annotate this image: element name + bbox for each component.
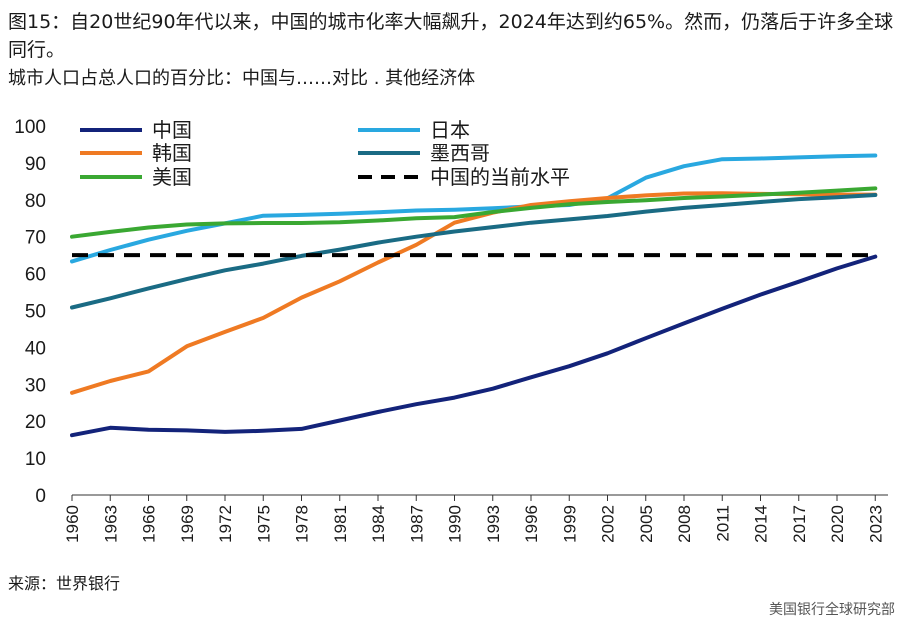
x-tick-label: 1987: [407, 505, 426, 543]
x-tick-label: 2020: [828, 505, 847, 543]
series-layer: [70, 153, 878, 438]
legend-label: 中国的当前水平: [430, 165, 570, 189]
y-tick-label: 20: [25, 412, 46, 433]
x-tick-label: 1993: [484, 505, 503, 543]
y-tick-label: 30: [25, 375, 46, 396]
legend-label: 美国: [152, 165, 192, 189]
legend-label: 中国: [152, 118, 192, 142]
chart-subtitle: 城市人口占总人口的百分比：中国与……对比 . 其他经济体: [8, 68, 476, 89]
y-tick-label: 70: [25, 228, 46, 249]
axes: 0 10 20 30 40 50 60 70 80 90 100 1960 1963 1966 1969 19…: [14, 117, 888, 543]
legend-label: 韩国: [152, 141, 192, 165]
x-tick-label: 1990: [446, 505, 465, 543]
x-tick-label: 1963: [101, 505, 120, 543]
x-tick-label: 1984: [369, 505, 388, 543]
y-tick-label: 80: [25, 191, 46, 212]
x-tick-label: 2023: [866, 505, 885, 543]
x-tick-label: 1999: [560, 505, 579, 543]
x-tick-label: 1960: [63, 505, 82, 543]
series-line-1: [70, 153, 878, 264]
chart-title: 图15：自20世纪90年代以来，中国的城市化率大幅飙升，2024年达到约65%。…: [8, 11, 894, 61]
y-tick-label: 100: [14, 117, 46, 138]
x-tick-label: 1981: [331, 505, 350, 543]
source-note: 来源：世界银行: [8, 574, 121, 593]
series-line-0: [70, 254, 878, 438]
x-tick-label: 1975: [254, 505, 273, 543]
y-tick-label: 10: [25, 449, 46, 470]
legend-label: 墨西哥: [430, 141, 490, 165]
y-tick-label: 90: [25, 154, 46, 175]
x-tick-label: 1972: [216, 505, 235, 543]
x-tick-label: 1966: [140, 505, 159, 543]
y-tick-label: 40: [25, 338, 46, 359]
y-tick-label: 0: [35, 486, 46, 507]
y-tick-label: 60: [25, 265, 46, 286]
series-line-3: [70, 193, 878, 310]
y-tick-label: 50: [25, 302, 46, 323]
x-tick-label: 1969: [178, 505, 197, 543]
brand-label: 美国银行全球研究部: [769, 602, 895, 618]
x-tick-label: 2005: [637, 505, 656, 543]
series-line-4: [70, 186, 878, 239]
x-tick-label: 2008: [675, 505, 694, 543]
legend-label: 日本: [430, 118, 470, 142]
x-tick-label: 1978: [293, 505, 312, 543]
x-tick-label: 2011: [713, 505, 732, 542]
x-tick-label: 1996: [522, 505, 541, 543]
x-tick-label: 2017: [790, 505, 809, 543]
x-tick-label: 2002: [599, 505, 618, 543]
x-tick-label: 2014: [752, 505, 771, 543]
